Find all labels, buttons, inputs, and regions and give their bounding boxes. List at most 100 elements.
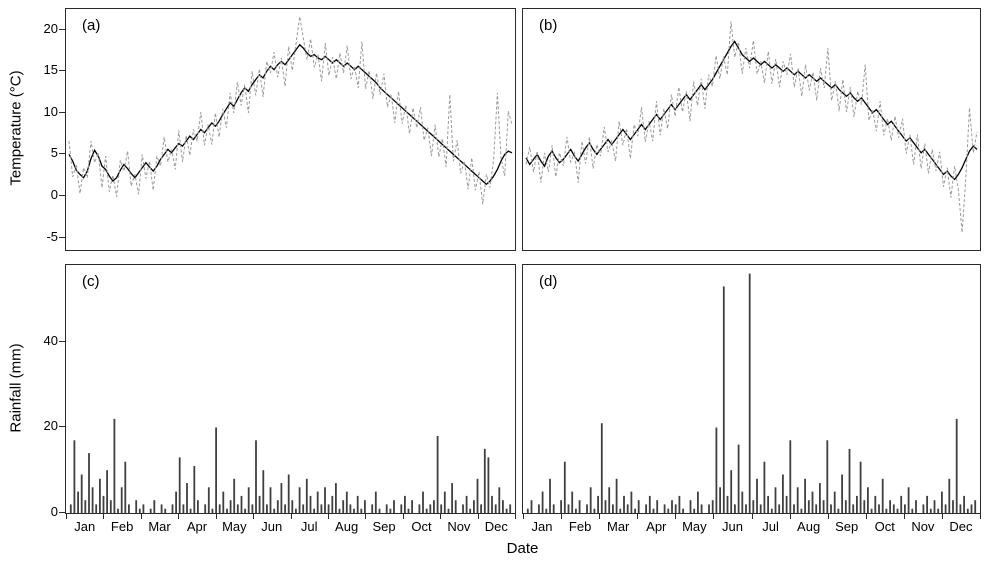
rainfall-bar [807,500,810,513]
rainfall-bar [266,504,268,513]
month-label: Sep [835,519,859,534]
panel-c-label: (c) [80,273,102,290]
rainfall-bar [948,478,951,513]
rainfall-bar [324,487,326,513]
rainfall-bar [623,495,625,513]
panel-b-temperature: (b) [522,8,981,251]
rainfall-bar [759,504,762,513]
rainfall-tick-label: 20 [43,418,58,434]
rainfall-tick-mark [59,340,65,342]
rainfall-bar [693,508,696,513]
month-label: Nov [447,519,471,534]
rainfall-bar [756,478,758,513]
rainfall-bar [313,508,315,513]
month-label: Dec [484,519,508,534]
panel-a-plot [68,16,513,205]
rainfall-bar [815,504,818,513]
temperature-tick-label: 5 [50,145,58,161]
rainfall-bar [454,500,457,513]
rainfall-bar [538,504,540,513]
temperature-tick-label: 0 [50,186,58,202]
month-label: Sep [372,519,396,534]
rainfall-bar [560,500,562,513]
month-tick-mark [637,514,639,519]
rainfall-bar [774,487,777,513]
month-tick-mark [215,514,217,519]
rainfall-bar [135,500,138,513]
rainfall-bar [138,508,141,513]
rainfall-bar [870,508,873,513]
month-tick-mark [713,514,715,519]
month-tick-mark [599,514,601,519]
rainfall-bar [480,504,482,513]
rainfall-bar [356,495,359,513]
rainfall-bar [407,508,410,513]
month-label: May [682,519,707,534]
rainfall-bar [671,500,673,513]
rainfall-bar [462,504,464,513]
rainfall-bar [678,495,681,513]
rainfall-bar [335,483,337,513]
rainfall-bar [648,495,651,513]
rainfall-bar [667,508,670,513]
rainfall-bar [222,491,225,513]
rainfall-bar [575,508,577,513]
rainfall-bar [545,508,548,513]
month-tick-mark [827,514,829,519]
rainfall-bar [251,504,254,513]
month-label: Jul [300,519,318,534]
rainfall-bar [689,500,692,513]
rainfall-bar [80,474,83,513]
rainfall-bar [502,500,504,513]
month-tick-mark [327,514,329,519]
rainfall-bar [476,478,479,513]
month-label: Jun [721,519,743,534]
rainfall-bar [487,457,490,513]
rainfall-bar [874,495,877,513]
rainfall-bar [73,440,76,513]
dashed-grey-line [68,16,513,205]
rainfall-bar [526,508,529,513]
month-label: Apr [646,519,667,534]
rainfall-bar [113,418,116,513]
rainfall-bar [600,423,603,513]
rainfall-bar [389,508,392,513]
rainfall-bar [404,495,406,513]
rainfall-bar [826,440,829,513]
rainfall-bar [963,495,965,513]
rainfall-bar [418,504,421,513]
rainfall-bar [830,504,832,513]
temperature-tick-mark [59,70,65,72]
rainfall-bar [811,491,814,513]
rainfall-bar [867,487,869,513]
y-axis-label-rainfall: Rainfall (mm) [7,343,25,433]
panel-a-label: (a) [80,17,103,34]
rainfall-bar [360,508,363,513]
y-axis-label-temperature: Temperature (°C) [7,70,25,186]
rainfall-bar [741,491,744,513]
rainfall-bar [800,508,803,513]
rainfall-bar [494,504,497,513]
rainfall-bar [604,500,607,513]
temperature-tick-mark [59,111,65,113]
rainfall-bar [715,427,718,513]
rainfall-bar [69,504,72,513]
rainfall-bar [207,487,210,513]
month-label: Mar [148,519,171,534]
rainfall-bar [737,444,740,513]
rainfall-bar [586,504,588,513]
rainfall-bar [338,508,341,513]
rainfall-bar [841,474,843,513]
month-label: Jan [74,519,96,534]
temperature-tick-mark [59,194,65,196]
month-label: Apr [186,519,208,534]
x-axis-label-date: Date [506,540,539,557]
month-label: Jul [762,519,779,534]
month-tick-mark [865,514,867,519]
rainfall-bar [204,504,207,513]
rainfall-bar [77,491,79,513]
rainfall-tick-label: 0 [50,504,58,519]
rainfall-bar [530,500,533,513]
rainfall-bar [393,500,395,513]
rainfall-bar [491,495,493,513]
